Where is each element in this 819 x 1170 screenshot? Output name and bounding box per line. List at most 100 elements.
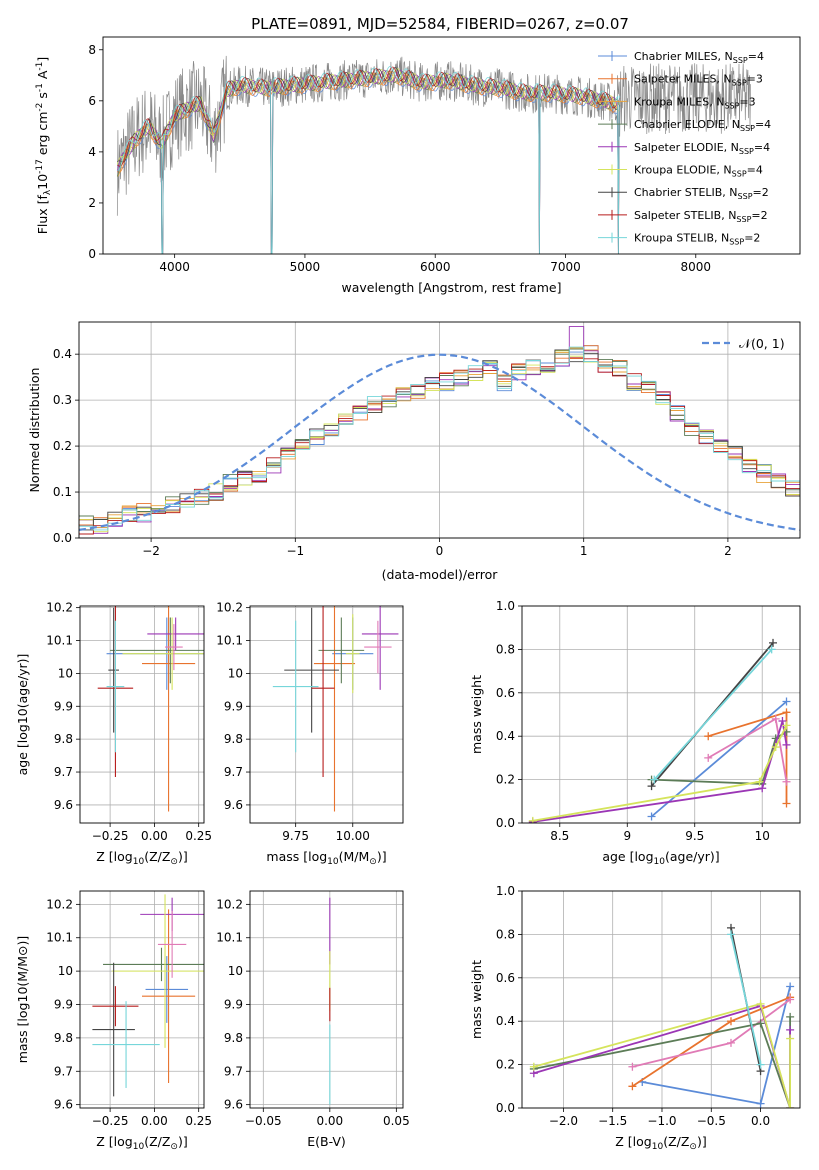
y-tick-label: 9.7 — [54, 765, 73, 779]
y-label-part: s — [35, 92, 50, 103]
x-label-part: (age/yr)] — [665, 849, 720, 864]
y-tick-label: 0.2 — [496, 1058, 515, 1072]
y-axis-label: age [log10(age/yr)] — [15, 654, 30, 776]
mass-weight-marker — [628, 1062, 637, 1071]
age_vs_Z-axes: −0.25 0.00 0.25 9.6 9.7 9.8 9.9 10 10.1 10.2 Z [lo… — [15, 601, 212, 867]
x-label-part: (Z/Z — [663, 1134, 689, 1149]
mass-weight-marker — [650, 775, 659, 784]
x-axis-label: age [log10(age/yr)] — [602, 849, 719, 867]
y-tick-label: 10.1 — [46, 634, 73, 648]
x-tick-label: −0.25 — [92, 1114, 129, 1128]
x-tick-label: 0.00 — [316, 1114, 343, 1128]
mass-weight-marker — [786, 1034, 795, 1043]
mass-weight-marker — [769, 638, 778, 647]
y-tick-label: 0.8 — [496, 927, 515, 941]
error-bar-point — [111, 894, 204, 1048]
y-label-part: -1 — [35, 83, 45, 92]
massweight_vs_Z-plot-area — [529, 923, 795, 1108]
residuals-plot-area — [79, 326, 800, 537]
massweight_vs_age-plot-area — [528, 638, 791, 823]
error-bar-point — [313, 606, 356, 812]
y-tick-label: 6 — [88, 94, 96, 108]
y-tick-label: 9.7 — [224, 1064, 243, 1078]
mass-weight-marker — [726, 1038, 735, 1047]
y-tick-label: 9.8 — [224, 732, 243, 746]
x-tick-label: 0.00 — [141, 829, 168, 843]
mass-weight-marker — [771, 714, 780, 723]
y-tick-label: 10.2 — [46, 601, 73, 615]
y-tick-label: 0.4 — [53, 347, 72, 361]
mass-weight-marker — [704, 753, 713, 762]
error-bar-point — [142, 909, 196, 1083]
histogram-step-line — [79, 345, 800, 537]
error-bar-point — [145, 956, 189, 1023]
y-tick-label: 9.6 — [224, 798, 243, 812]
mass-weight-line — [532, 724, 788, 822]
y-tick-label: 10 — [58, 964, 73, 978]
data-spectrum-line — [116, 55, 751, 216]
error-bar-point — [364, 620, 392, 674]
legend-label-tail: =3 — [739, 95, 755, 108]
legend-label-tail: =4 — [748, 50, 764, 63]
x-tick-label: −1 — [286, 544, 304, 558]
legend-label-sub: SSP — [733, 56, 748, 65]
x-tick-label: 0.00 — [141, 1114, 168, 1128]
error-bar-point — [92, 1001, 160, 1088]
y-tick-label: 4 — [88, 145, 96, 159]
y-tick-label: 0.3 — [53, 393, 72, 407]
error-bar-point — [122, 617, 204, 690]
mass-weight-marker — [529, 1062, 538, 1071]
y-axis-label: Flux [fλ10-17 erg cm-2 s-1 A-1] — [35, 57, 53, 235]
mass-weight-marker — [758, 784, 767, 793]
y-tick-label: 9.6 — [54, 798, 73, 812]
error-bar-point — [311, 606, 335, 777]
x-label-part: )] — [178, 1134, 188, 1149]
y-tick-label: 0.8 — [496, 642, 515, 656]
model-spectrum-line — [117, 67, 621, 254]
mass-weight-marker — [647, 782, 656, 791]
x-axis-label: E(B-V) — [307, 1134, 346, 1149]
mass-weight-marker — [771, 743, 780, 752]
x-axis-label: wavelength [Angstrom, rest frame] — [341, 280, 561, 295]
mass-weight-line — [653, 648, 773, 781]
y-label-part: -2 — [35, 103, 45, 112]
mass-weight-marker — [786, 1025, 795, 1034]
legend-label-main: Salpeter STELIB, N — [634, 209, 736, 222]
error-bar-point — [92, 962, 135, 1097]
legend-label-sub: SSP — [739, 147, 754, 156]
legend-label-main: Salpeter MILES, N — [634, 73, 732, 86]
model-spectrum-line — [117, 66, 621, 254]
mass_vs_Z-frame — [79, 890, 205, 1109]
x-label-subscript: 10 — [327, 857, 339, 867]
x-label-subscript: ⊙ — [689, 1142, 697, 1152]
x-label-subscript: ⊙ — [170, 857, 178, 867]
y-label-part: ] — [35, 57, 50, 62]
y-label-part: -17 — [35, 159, 45, 174]
x-tick-label: −2.0 — [549, 1114, 578, 1128]
y-tick-label: 9.8 — [54, 732, 73, 746]
mass-weight-marker — [756, 1060, 765, 1069]
massweight_vs_age-frame — [521, 605, 801, 824]
y-label-part: erg cm — [35, 112, 50, 160]
mass-weight-marker — [782, 799, 791, 808]
y-tick-label: 9.6 — [224, 1098, 243, 1112]
model-spectrum-line — [117, 70, 621, 254]
y-tick-label: 0.0 — [53, 531, 72, 545]
y-tick-label: 8 — [88, 43, 96, 57]
y-tick-label: 0.4 — [496, 729, 515, 743]
mass-weight-marker — [726, 930, 735, 939]
y-tick-label: 0.1 — [53, 485, 72, 499]
x-tick-label: 0.25 — [185, 1114, 212, 1128]
y-tick-label: 2 — [88, 196, 96, 210]
y-tick-label: 10.2 — [216, 601, 243, 615]
legend-label: Kroupa MILES, NSSP=3 — [634, 95, 756, 110]
x-tick-label: 4000 — [159, 260, 190, 274]
mass-weight-marker — [778, 717, 787, 726]
x-tick-label: 2 — [724, 544, 732, 558]
x-label-part: Z [log — [96, 849, 132, 864]
model-spectrum-line — [117, 71, 621, 173]
y-tick-label: 9.9 — [224, 699, 243, 713]
legend-label-main: Kroupa MILES, N — [634, 95, 724, 108]
